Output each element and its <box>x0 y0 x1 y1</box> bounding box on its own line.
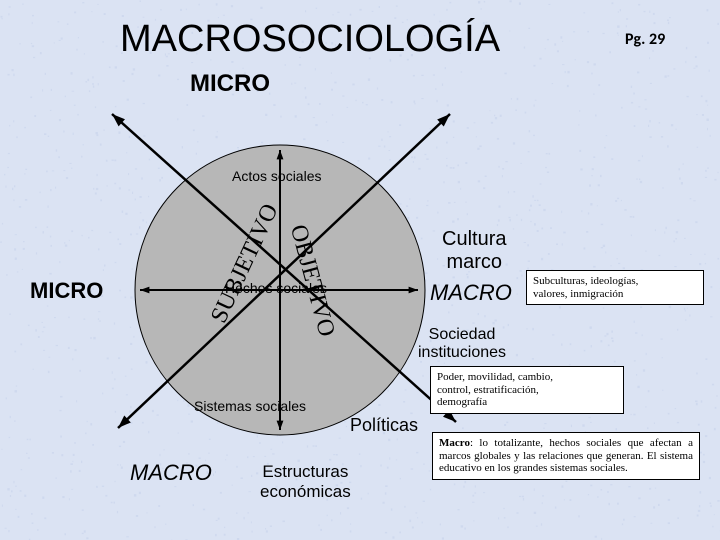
label-cultura: Cultura marco <box>442 228 506 274</box>
page-root: MACROSOCIOLOGÍA Pg. 29 MICRO MICRO MACRO MACR… <box>0 0 720 540</box>
label-estructuras: Estructuras económicas <box>260 462 351 502</box>
box-box_cultura: Subculturas, ideologías, valores, inmigr… <box>526 270 704 305</box>
label-macro_bottom: MACRO <box>130 460 212 486</box>
label-micro_top: MICRO <box>190 70 270 98</box>
label-macro_right: MACRO <box>430 280 512 306</box>
label-hechos: Hechos sociales <box>225 280 327 296</box>
box-box_macro: Macro: lo totalizante, hechos sociales q… <box>432 432 700 480</box>
page-title: MACROSOCIOLOGÍA <box>120 18 500 61</box>
page-number: Pg. 29 <box>625 30 665 49</box>
label-sociedad: Sociedad instituciones <box>418 326 506 362</box>
label-actos: Actos sociales <box>232 168 321 184</box>
box-box_sociedad: Poder, movilidad, cambio, control, estra… <box>430 366 624 414</box>
label-sistemas: Sistemas sociales <box>194 398 306 414</box>
label-politicas: Políticas <box>350 415 418 436</box>
label-micro_left: MICRO <box>30 278 103 304</box>
